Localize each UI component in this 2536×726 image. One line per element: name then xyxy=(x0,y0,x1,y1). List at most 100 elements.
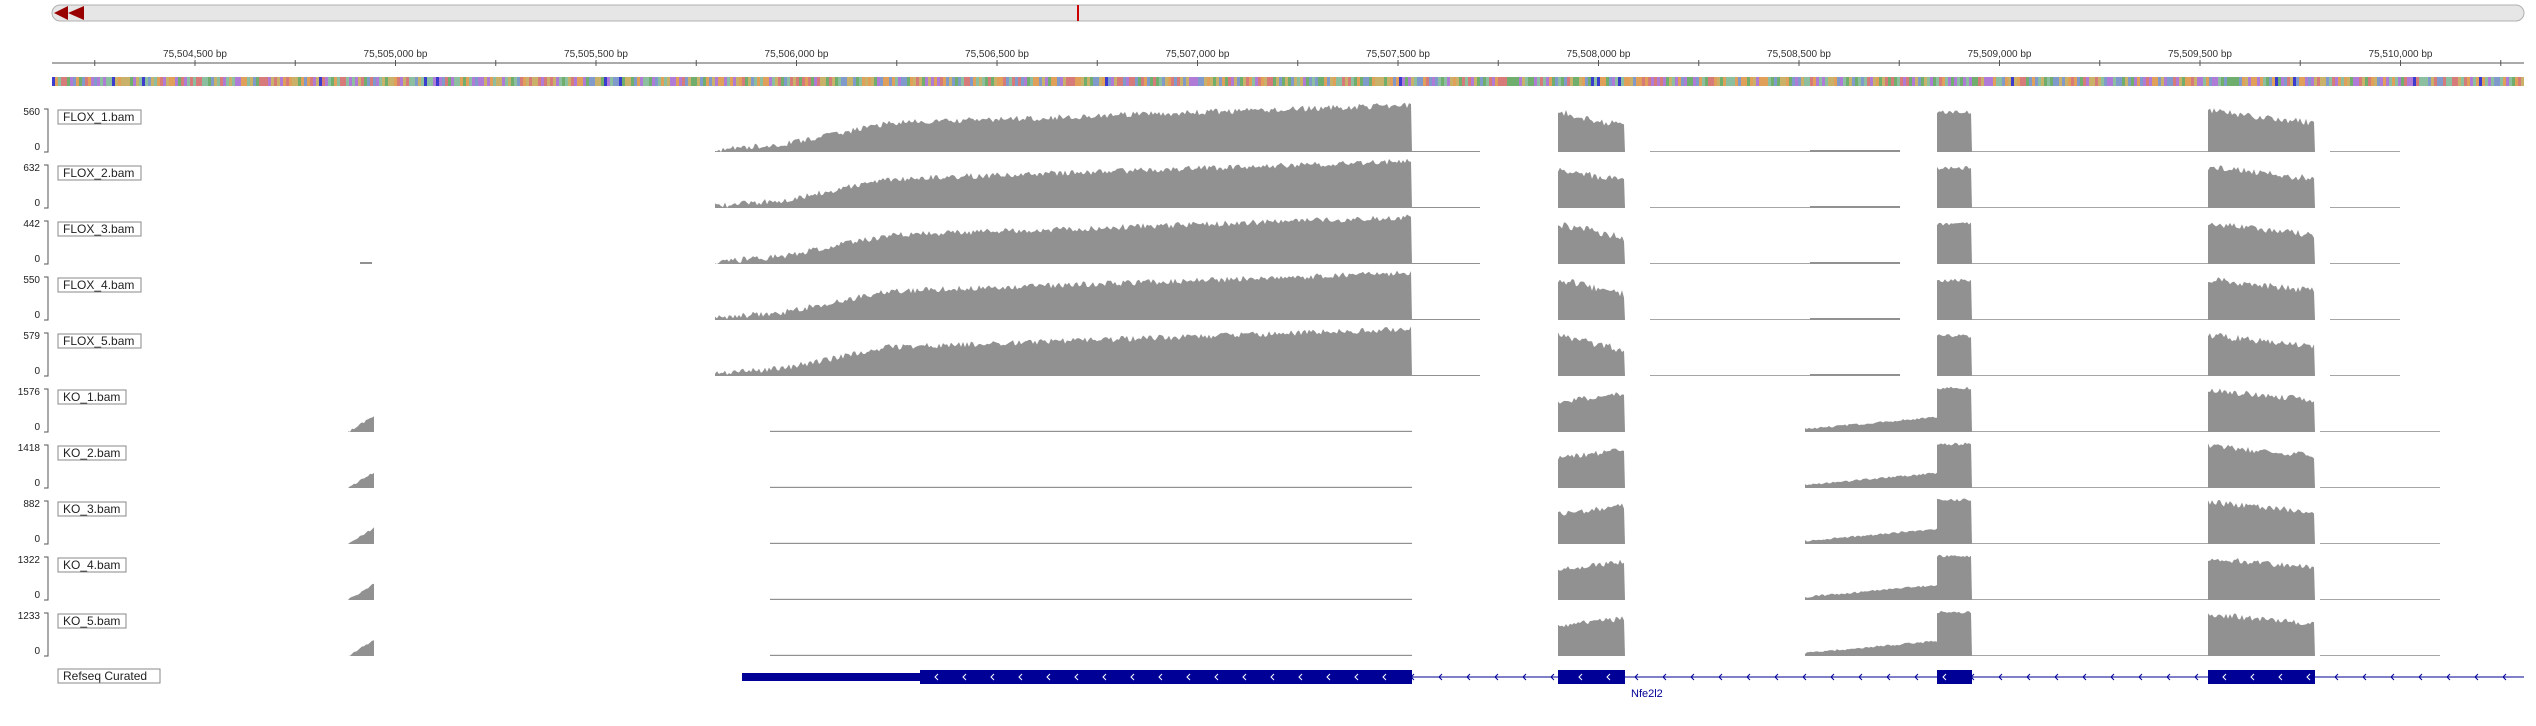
sequence-base xyxy=(2257,77,2260,86)
sequence-base xyxy=(1498,77,1501,86)
coverage-track[interactable]: 579 0 FLOX_5.bam xyxy=(23,326,2400,377)
sequence-base xyxy=(706,77,709,86)
sequence-base xyxy=(985,77,988,86)
coverage-area xyxy=(1558,332,1625,376)
region-navigator[interactable] xyxy=(51,4,2525,22)
sequence-base xyxy=(1486,77,1489,86)
sequence-base xyxy=(1969,77,1972,86)
sequence-base xyxy=(1390,77,1393,86)
sequence-base xyxy=(2296,77,2299,86)
sequence-base xyxy=(2389,77,2392,86)
sequence-base xyxy=(760,77,763,86)
sequence-base xyxy=(1864,77,1867,86)
coverage-area xyxy=(1937,610,1972,656)
track-name-box[interactable] xyxy=(57,333,142,349)
sequence-base xyxy=(121,77,124,86)
coverage-track[interactable]: 550 0 FLOX_4.bam xyxy=(23,270,2400,321)
sequence-base xyxy=(661,77,664,86)
sequence-base xyxy=(88,77,91,86)
sequence-base xyxy=(1930,77,1933,86)
navigate-left-fast-icon[interactable] xyxy=(68,6,84,20)
sequence-base xyxy=(589,77,592,86)
coverage-baseline xyxy=(770,430,1412,432)
sequence-base xyxy=(2242,77,2245,86)
coverage-track[interactable]: 882 0 KO_3.bam xyxy=(23,498,2440,545)
sequence-base xyxy=(1042,77,1045,86)
sequence-base xyxy=(1228,77,1231,86)
sequence-base xyxy=(2014,77,2017,86)
sequence-base xyxy=(2314,77,2317,86)
track-name-box[interactable] xyxy=(57,445,127,461)
sequence-base xyxy=(1081,77,1084,86)
track-name-box[interactable] xyxy=(57,557,127,573)
gene-label[interactable]: Nfe2l2 xyxy=(1631,688,1663,700)
track-name-box[interactable] xyxy=(57,613,127,629)
track-name-box[interactable] xyxy=(57,221,142,237)
coverage-track[interactable]: 1233 0 KO_5.bam xyxy=(18,610,2440,657)
navigate-left-icon[interactable] xyxy=(54,6,68,20)
sequence-base xyxy=(202,77,205,86)
track-name-box[interactable] xyxy=(57,277,142,293)
sequence-base xyxy=(2179,77,2182,86)
track-name-box[interactable] xyxy=(57,389,127,405)
coverage-track[interactable]: 1576 0 KO_1.bam xyxy=(18,386,2440,433)
gene-track-name-box[interactable] xyxy=(57,668,161,684)
coverage-track[interactable]: 1418 0 KO_2.bam xyxy=(18,442,2440,490)
sequence-base xyxy=(442,77,445,86)
coverage-track[interactable]: 442 0 FLOX_3.bam xyxy=(23,214,2400,266)
track-name-box[interactable] xyxy=(57,501,127,517)
sequence-base xyxy=(1153,77,1156,86)
coverage-area xyxy=(2208,222,2315,264)
sequence-base xyxy=(2473,77,2476,86)
gene-utr xyxy=(742,673,922,681)
strand-direction-icon xyxy=(1074,673,1079,681)
coverage-baseline xyxy=(1650,375,1820,376)
strand-direction-icon xyxy=(1774,673,1779,681)
sequence-base xyxy=(2092,77,2095,86)
sequence-base xyxy=(2266,77,2269,86)
sequence-base xyxy=(2308,77,2311,86)
coverage-track[interactable]: 560 0 FLOX_1.bam xyxy=(23,102,2400,153)
sequence-base xyxy=(2302,77,2305,86)
sequence-base xyxy=(1207,77,1210,86)
sequence-base xyxy=(421,77,424,86)
track-data-range-min: 0 xyxy=(34,254,40,265)
sequence-base xyxy=(835,77,838,86)
sequence-base xyxy=(1108,77,1111,86)
sequence-base xyxy=(1840,77,1843,86)
sequence-base xyxy=(2239,77,2242,86)
sequence-base xyxy=(187,77,190,86)
sequence-base xyxy=(1045,77,1048,86)
current-region-indicator[interactable] xyxy=(1077,5,1079,21)
sequence-base xyxy=(1549,77,1552,86)
sequence-base xyxy=(2269,77,2272,86)
sequence-base xyxy=(1651,77,1654,86)
sequence-base xyxy=(1957,77,1960,86)
sequence-base xyxy=(1771,77,1774,86)
track-name-box[interactable] xyxy=(57,109,142,125)
sequence-base xyxy=(859,77,862,86)
sequence-base xyxy=(2395,77,2398,86)
coverage-track[interactable]: 632 0 FLOX_2.bam xyxy=(23,158,2400,209)
sequence-base xyxy=(2299,77,2302,86)
sequence-base xyxy=(412,77,415,86)
navigator-track[interactable] xyxy=(51,4,2525,22)
sequence-base xyxy=(379,77,382,86)
sequence-base xyxy=(2434,77,2437,86)
ruler-tick-label: 75,507,500 bp xyxy=(1366,49,1430,60)
sequence-base xyxy=(1558,77,1561,86)
coverage-area xyxy=(715,214,1412,264)
sequence-base xyxy=(2236,77,2239,86)
sequence-base xyxy=(733,77,736,86)
sequence-base xyxy=(1675,77,1678,86)
sequence-base xyxy=(1843,77,1846,86)
track-name-box[interactable] xyxy=(57,165,142,181)
coverage-track[interactable]: 1322 0 KO_4.bam xyxy=(18,554,2440,601)
sequence-base xyxy=(1525,77,1528,86)
gene-model[interactable] xyxy=(742,670,2524,684)
coverage-baseline xyxy=(1972,655,2208,656)
sequence-base xyxy=(55,77,58,86)
sequence-base xyxy=(124,77,127,86)
sequence-base xyxy=(2212,77,2215,86)
strand-direction-icon xyxy=(2418,673,2423,681)
